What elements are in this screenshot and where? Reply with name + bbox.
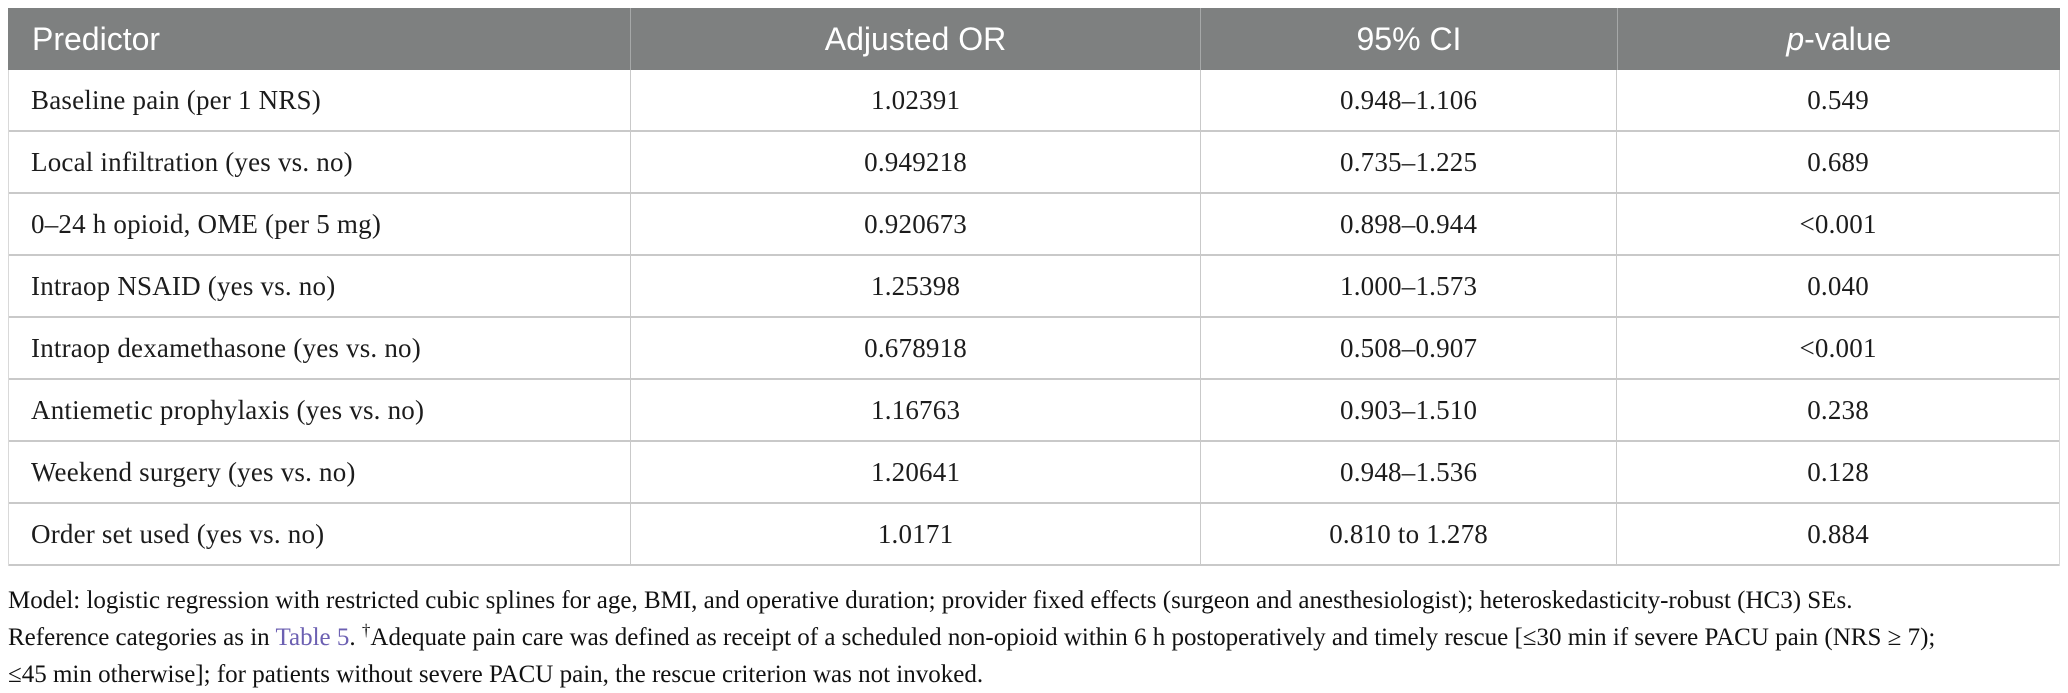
column-header-adjusted-or: Adjusted OR [629,8,1200,70]
results-table: Predictor Adjusted OR 95% CI p -value Bas… [8,8,2060,566]
column-header-95ci: 95% CI [1200,8,1617,70]
cell-p-value: 0.689 [1616,132,2059,192]
cell-predictor: Antiemetic prophylaxis (yes vs. no) [31,394,425,425]
cell-95ci: 1.000–1.573 [1200,256,1616,316]
table-row: Order set used (yes vs. no) 1.0171 0.810… [9,504,2059,566]
cell-predictor: Intraop dexamethasone (yes vs. no) [31,332,421,363]
cell-adjusted-or: 0.920673 [630,194,1200,254]
cell-p-value: <0.001 [1616,194,2059,254]
column-header-p-value: p -value [1616,8,2060,70]
cell-adjusted-or: 1.0171 [630,504,1200,564]
cell-p-value: 0.040 [1616,256,2059,316]
footnote-line2-period: . [349,624,362,651]
table-row: Antiemetic prophylaxis (yes vs. no) 1.16… [9,380,2059,442]
table-row: Intraop NSAID (yes vs. no) 1.25398 1.000… [9,256,2059,318]
cell-predictor: Weekend surgery (yes vs. no) [31,456,356,487]
cell-adjusted-or: 0.678918 [630,318,1200,378]
table-row: Local infiltration (yes vs. no) 0.949218… [9,132,2059,194]
table-header-row: Predictor Adjusted OR 95% CI p -value [8,8,2060,70]
cell-95ci: 0.508–0.907 [1200,318,1616,378]
cell-p-value: 0.884 [1616,504,2059,564]
cell-predictor: Intraop NSAID (yes vs. no) [31,270,336,301]
cell-95ci: 0.735–1.225 [1200,132,1616,192]
p-value-header-italic-p: p [1786,20,1805,57]
cell-p-value: <0.001 [1616,318,2059,378]
table-5-link[interactable]: Table 5 [275,624,350,651]
p-value-header-rest: -value [1804,20,1892,57]
dagger-symbol: † [361,620,371,640]
cell-adjusted-or: 1.02391 [630,70,1200,130]
footnote-line-1: Model: logistic regression with restrict… [8,587,1853,614]
footnote-line-3: ≤45 min otherwise]; for patients without… [8,661,984,688]
table-row: Baseline pain (per 1 NRS) 1.02391 0.948–… [9,70,2059,132]
table-body: Baseline pain (per 1 NRS) 1.02391 0.948–… [8,70,2060,566]
cell-adjusted-or: 1.20641 [630,442,1200,502]
cell-p-value: 0.128 [1616,442,2059,502]
footnote-line2-text: Adequate pain care was defined as receip… [370,624,1936,651]
cell-adjusted-or: 1.16763 [630,380,1200,440]
cell-p-value: 0.549 [1616,70,2059,130]
footnote-line2-prefix: Reference categories as in [8,624,276,651]
cell-95ci: 0.810 to 1.278 [1200,504,1616,564]
cell-predictor: Baseline pain (per 1 NRS) [31,84,321,115]
cell-predictor: 0–24 h opioid, OME (per 5 mg) [31,208,382,239]
table-footnote: Model: logistic regression with restrict… [8,582,2060,693]
cell-adjusted-or: 1.25398 [630,256,1200,316]
table-row: Intraop dexamethasone (yes vs. no) 0.678… [9,318,2059,380]
footnote-line-2: Reference categories as in Table 5. †Ade… [8,619,2060,656]
cell-95ci: 0.948–1.536 [1200,442,1616,502]
cell-predictor: Local infiltration (yes vs. no) [31,146,353,177]
cell-p-value: 0.238 [1616,380,2059,440]
cell-adjusted-or: 0.949218 [630,132,1200,192]
cell-95ci: 0.948–1.106 [1200,70,1616,130]
column-header-predictor: Predictor [32,20,161,57]
cell-95ci: 0.898–0.944 [1200,194,1616,254]
cell-95ci: 0.903–1.510 [1200,380,1616,440]
table-row: Weekend surgery (yes vs. no) 1.20641 0.9… [9,442,2059,504]
cell-predictor: Order set used (yes vs. no) [31,518,325,549]
table-row: 0–24 h opioid, OME (per 5 mg) 0.920673 0… [9,194,2059,256]
